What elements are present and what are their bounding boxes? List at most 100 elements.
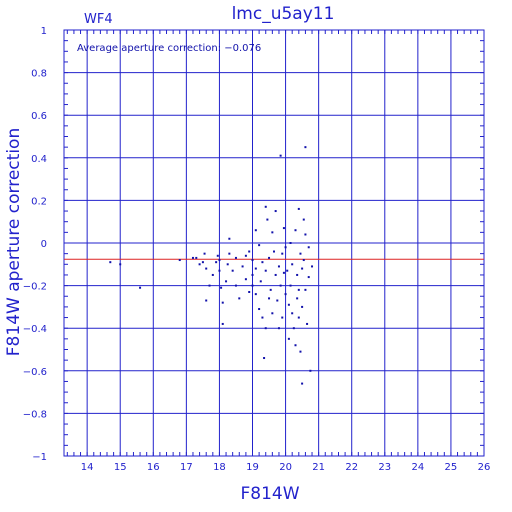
data-point: [279, 284, 282, 287]
data-point: [244, 254, 247, 257]
data-point: [258, 308, 261, 311]
y-tick-label: −0.6: [23, 367, 47, 378]
x-tick-label: 22: [345, 462, 358, 473]
x-tick-label: 20: [279, 462, 292, 473]
x-tick-label: 23: [378, 462, 391, 473]
x-tick-label: 24: [411, 462, 424, 473]
data-point: [269, 288, 272, 291]
data-point: [301, 382, 304, 385]
x-tick-label: 25: [445, 462, 458, 473]
x-tick-label: 21: [312, 462, 325, 473]
data-point: [276, 299, 279, 302]
data-point: [254, 229, 257, 232]
data-point: [282, 271, 285, 274]
data-point: [274, 210, 277, 213]
data-point: [296, 273, 299, 276]
data-point: [205, 299, 208, 302]
data-point: [301, 305, 304, 308]
y-tick-label: 0.2: [31, 196, 47, 207]
x-tick-label: 19: [246, 462, 259, 473]
data-point: [286, 269, 289, 272]
data-point: [281, 252, 284, 255]
data-point: [244, 278, 247, 281]
data-point: [297, 207, 300, 210]
data-point: [228, 237, 231, 240]
data-point: [218, 269, 221, 272]
data-point: [297, 316, 300, 319]
y-tick-label: 0.6: [31, 111, 47, 122]
y-tick-label: 0.4: [31, 154, 47, 165]
data-point: [263, 357, 266, 360]
y-tick-label: −0.2: [23, 282, 47, 293]
data-point: [304, 288, 307, 291]
x-tick-label: 17: [180, 462, 193, 473]
data-point: [225, 280, 228, 283]
data-point: [201, 261, 204, 264]
data-point: [284, 293, 287, 296]
data-point: [248, 250, 251, 253]
y-tick-label: 0.8: [31, 69, 47, 80]
x-tick-label: 14: [81, 462, 94, 473]
data-point: [261, 261, 264, 264]
x-tick-labels: 14 15 16 17 18 19 20 21 22 23 24 25 26: [81, 462, 491, 473]
data-point: [251, 273, 254, 276]
data-point: [271, 231, 274, 234]
data-point: [289, 284, 292, 287]
x-tick-label: 26: [478, 462, 491, 473]
data-point: [271, 312, 274, 315]
data-point: [109, 261, 112, 264]
data-point: [264, 205, 267, 208]
data-point: [299, 350, 302, 353]
data-point: [251, 259, 254, 262]
data-point: [261, 316, 264, 319]
data-point: [241, 265, 244, 268]
data-point: [254, 293, 257, 296]
data-point: [231, 269, 234, 272]
data-point: [296, 297, 299, 300]
data-point: [238, 297, 241, 300]
data-point: [302, 218, 305, 221]
y-tick-label: −0.8: [23, 409, 47, 420]
data-point: [306, 322, 309, 325]
data-point: [221, 301, 224, 304]
data-point: [198, 263, 201, 266]
data-point: [234, 256, 237, 259]
data-point: [291, 263, 294, 266]
data-point: [302, 259, 305, 262]
data-point: [211, 273, 214, 276]
x-tick-label: 15: [114, 462, 127, 473]
data-point: [281, 316, 284, 319]
data-point: [208, 284, 211, 287]
data-point: [266, 218, 269, 221]
data-point: [191, 256, 194, 259]
data-point: [268, 297, 271, 300]
data-point: [309, 369, 312, 372]
data-point: [307, 276, 310, 279]
data-point: [282, 227, 285, 230]
data-point: [178, 259, 181, 262]
data-point: [259, 280, 262, 283]
data-point: [220, 286, 223, 289]
data-point: [264, 327, 267, 330]
data-point: [292, 327, 295, 330]
chip-label: WF4: [84, 12, 113, 27]
average-annotation: Average aperture correction: −0.076: [77, 43, 261, 54]
data-point: [226, 263, 229, 266]
data-point: [203, 252, 206, 255]
data-point: [215, 261, 218, 264]
y-tick-label: 1: [41, 26, 47, 37]
data-point: [301, 267, 304, 270]
data-point: [258, 244, 261, 247]
data-point: [277, 265, 280, 268]
data-point: [139, 286, 142, 289]
y-tick-label: −1: [32, 452, 47, 463]
data-point: [287, 337, 290, 340]
data-point: [218, 259, 221, 262]
data-point: [299, 252, 302, 255]
x-axis-label: F814W: [240, 484, 299, 504]
data-point: [264, 269, 267, 272]
data-point: [279, 154, 282, 157]
data-point: [228, 252, 231, 255]
data-point: [294, 344, 297, 347]
